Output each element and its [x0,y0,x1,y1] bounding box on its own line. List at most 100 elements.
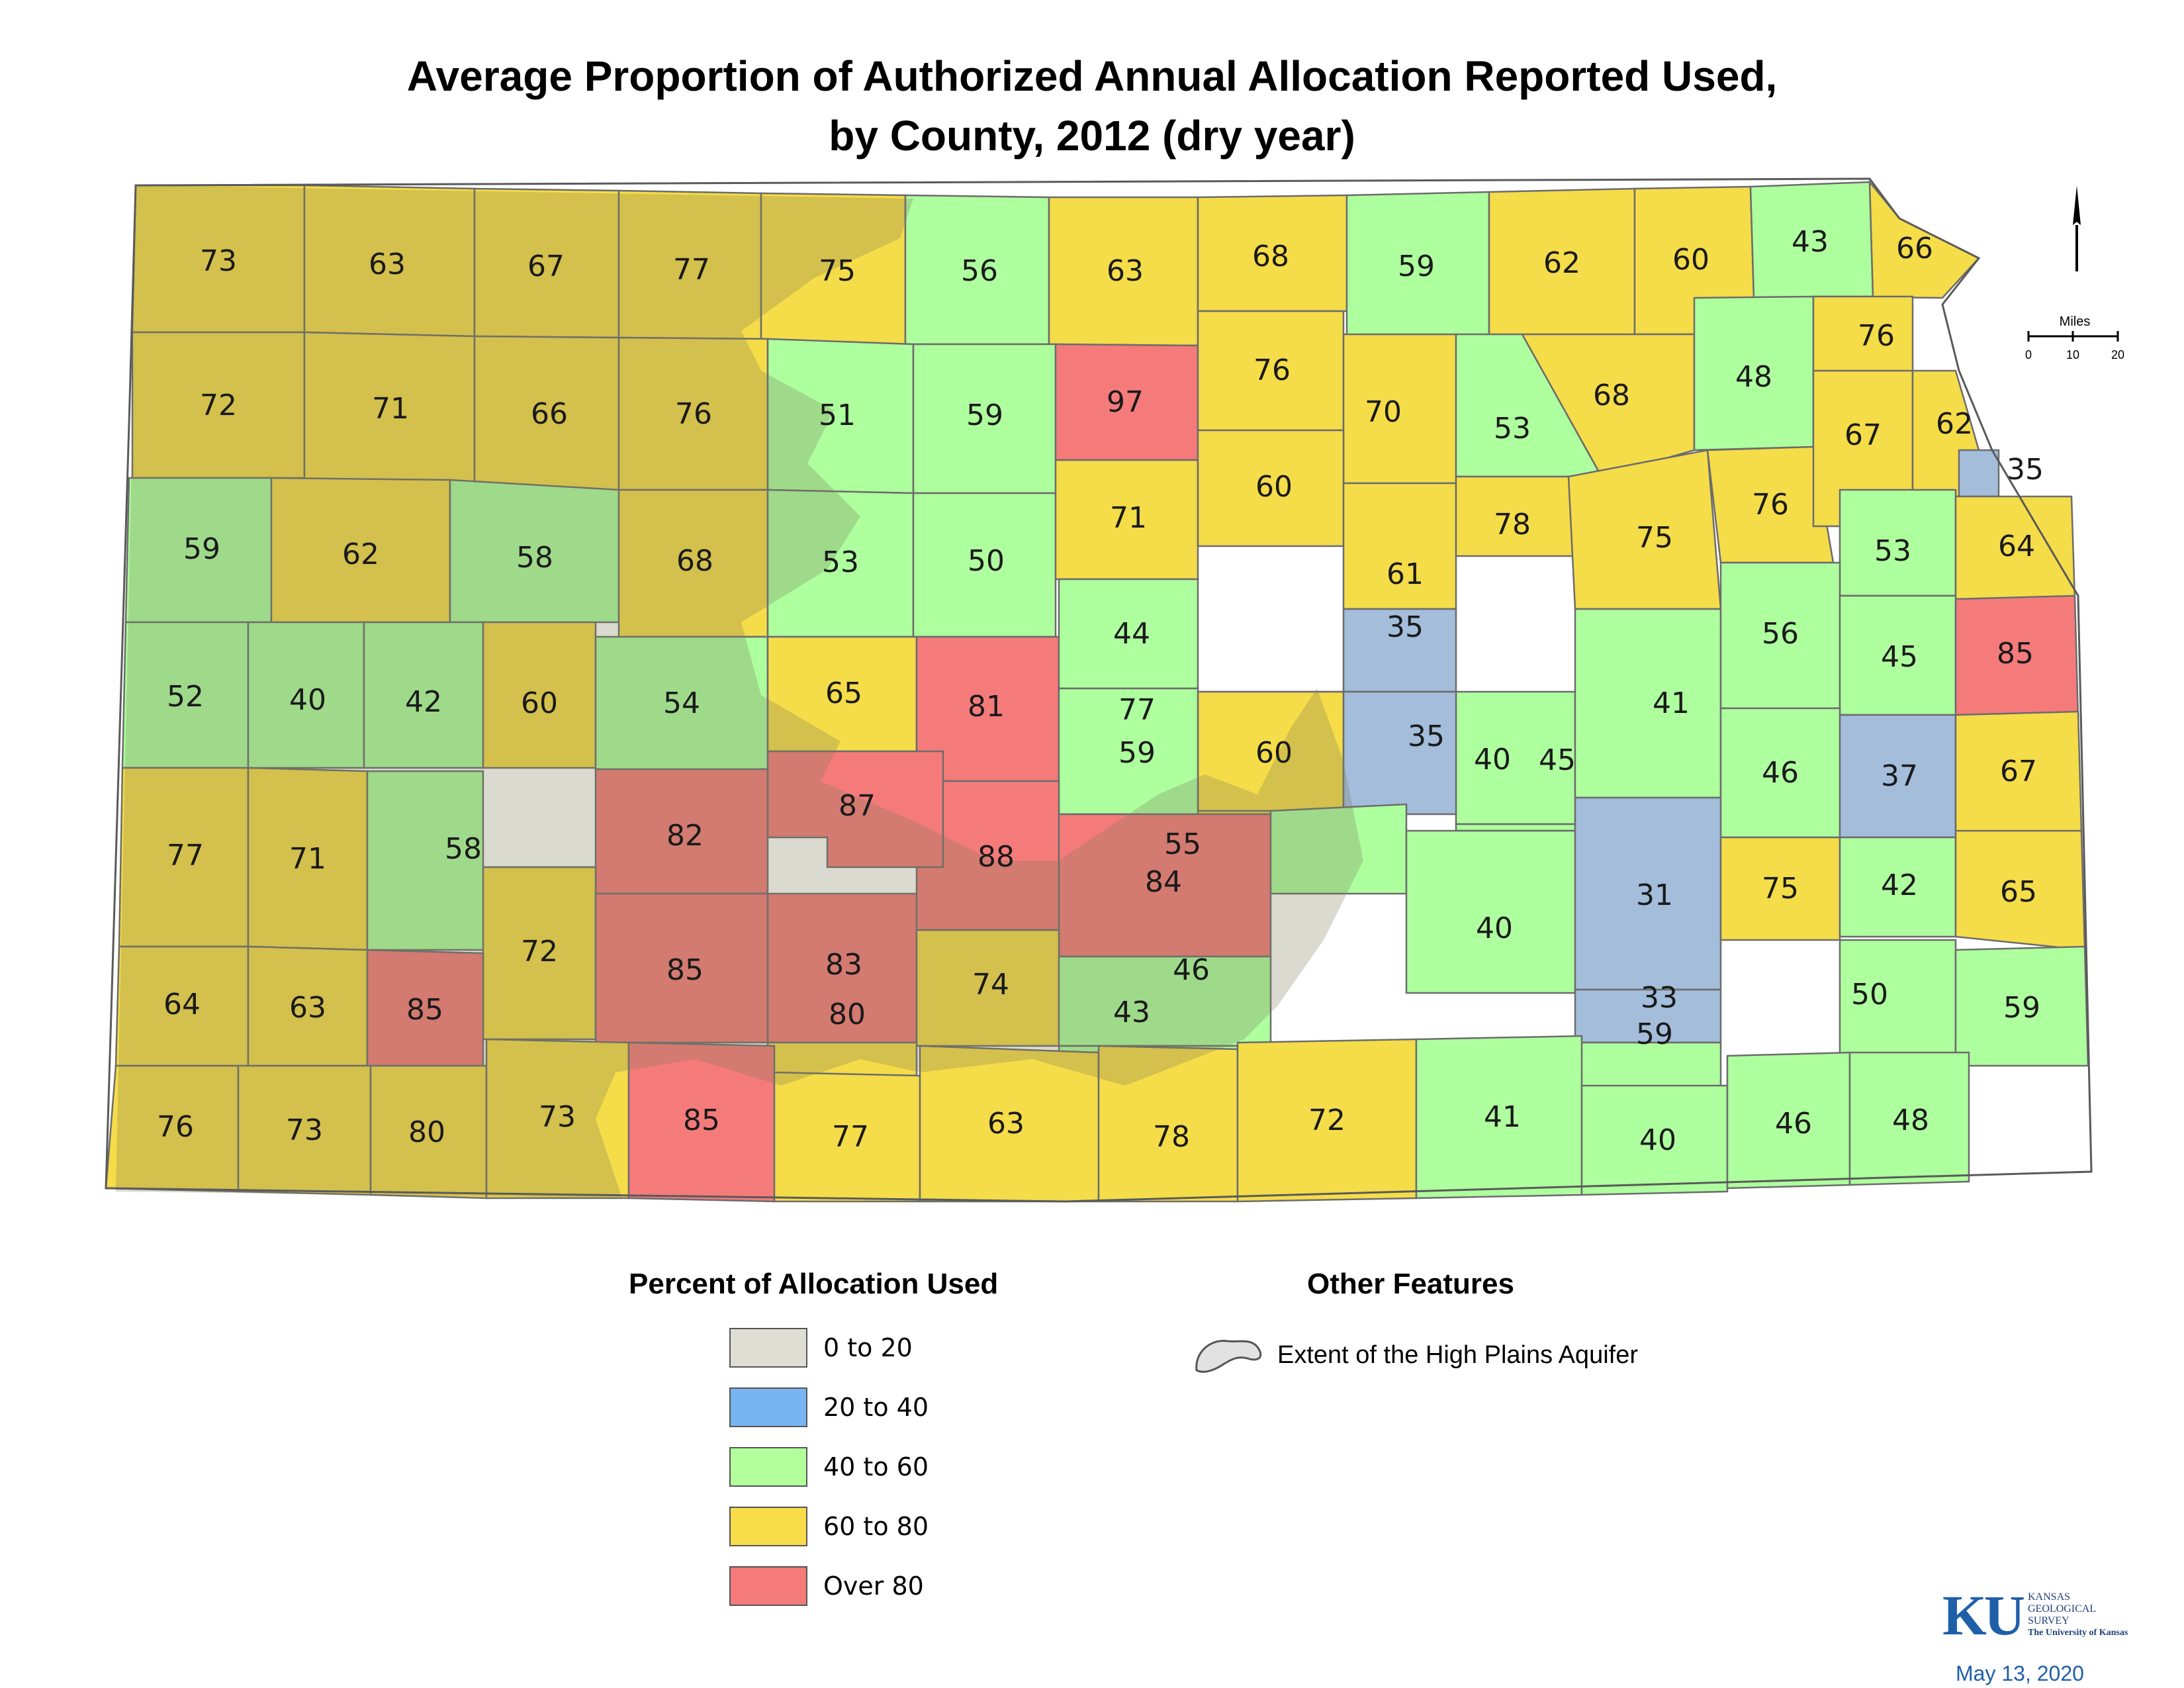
county-104 [1848,1051,1970,1186]
kgs-logo: KU KANSAS GEOLOGICAL SURVEY The Universi… [1942,1582,2128,1648]
aquifer-legend-item: Extent of the High Plains Aquifer [1191,1332,1638,1378]
county-value-label: 63 [1107,254,1144,288]
title-line-2: by County, 2012 (dry year) [829,112,1355,160]
legend-label-over-80: Over 80 [823,1571,924,1601]
county-value-label: 60 [1672,243,1709,277]
county-value-label: 48 [1892,1103,1929,1137]
other-features-title: Other Features [1307,1268,1514,1300]
county-value-label: 65 [2000,875,2037,909]
county-value-label: 40 [1476,912,1513,945]
kgs-wordmark: KANSAS GEOLOGICAL SURVEY The University … [2028,1591,2128,1639]
scale-label: Miles [2060,314,2091,329]
county-value-label: 75 [819,254,856,288]
ku-logo-letters: KU [1942,1583,2025,1647]
high-plains-aquifer-overlay [116,185,1363,1198]
county-value-label: 72 [200,389,237,422]
county-value-label: 50 [968,544,1005,578]
county-value-label: 58 [516,541,553,575]
county-value-label: 68 [1593,379,1630,412]
county-value-label: 82 [666,819,704,853]
county-102 [1580,1084,1729,1196]
county-value-label: 76 [1752,488,1789,522]
county-value-label: 85 [683,1103,720,1137]
county-value-label: 85 [1997,637,2034,671]
kgs-line-3: SURVEY [2028,1615,2070,1626]
county-value-label: 45 [1881,640,1918,674]
county-value-label: 46 [1762,756,1799,790]
north-arrow-icon [2070,185,2083,275]
county-value-label: 78 [1494,508,1531,541]
county-value-label: 43 [1113,996,1150,1029]
county-value-label: 59 [1398,250,1435,283]
aquifer-shape-icon [1195,1340,1262,1373]
map-date: May 13, 2020 [1956,1662,2084,1685]
county-value-label: 77 [673,253,710,287]
kgs-line-4: The University of Kansas [2028,1628,2128,1638]
county-value-label: 54 [663,686,700,720]
legend-swatch-20-40 [729,1387,807,1427]
county-value-label: 76 [157,1110,194,1144]
county-value-label: 62 [342,538,379,571]
county-value-label: 55 [1164,827,1201,861]
legend-label-40-60: 40 to 60 [823,1452,929,1481]
scale-tick-10: 10 [2066,348,2079,361]
county-value-label: 72 [1308,1103,1345,1137]
county-value-label: 64 [163,988,201,1021]
county-value-label: 42 [405,685,442,719]
legend-label-0-20: 0 to 20 [823,1333,913,1362]
scale-tick-0: 0 [2025,348,2032,361]
legend-label-60-80: 60 to 80 [823,1512,929,1541]
county-value-label: 37 [1881,759,1918,793]
county-value-label: 33 [1641,981,1678,1015]
legend-swatch-0-20 [729,1328,807,1368]
scale-tick-20: 20 [2111,348,2124,361]
county-polygons [105,179,2089,1203]
county-value-label: 67 [2000,755,2037,788]
county-value-label: 62 [1936,407,1973,441]
county-value-label: 70 [1365,395,1402,429]
county-value-label: 67 [1844,418,1882,452]
county-value-label: 73 [539,1100,576,1134]
county-value-label: 59 [1636,1017,1673,1051]
legend-swatch-60-80 [729,1507,807,1546]
county-value-label: 50 [1851,978,1888,1011]
county-value-label: 83 [825,948,862,982]
county-value-label: 67 [527,250,565,283]
county-value-label: 53 [1494,412,1531,445]
county-value-label: 87 [839,789,876,823]
county-value-label: 35 [2007,453,2044,487]
county-value-label: 59 [183,532,220,566]
map-title: Average Proportion of Authorized Annual … [0,46,2184,165]
county-value-label: 59 [2003,991,2040,1025]
aquifer-extent [116,185,1363,1198]
county-60 [1342,690,1457,816]
county-value-label: 56 [1762,617,1799,651]
county-value-label: 48 [1735,360,1772,394]
county-value-label: 73 [286,1113,323,1147]
county-value-label: 40 [1474,743,1511,776]
county-value-label: 74 [972,968,1009,1002]
county-value-label: 40 [1639,1123,1676,1157]
county-value-label: 72 [521,935,558,968]
county-value-label: 59 [1118,736,1156,770]
county-value-label: 60 [1255,736,1293,770]
county-value-label: 76 [1253,353,1291,387]
legend-item-over-80: Over 80 [729,1566,924,1607]
county-value-label: 58 [445,832,482,866]
county-value-label: 81 [968,690,1005,724]
county-value-label: 31 [1636,878,1673,912]
scale-bar: Miles 0 10 20 [2019,311,2131,371]
county-value-label: 77 [167,839,204,872]
county-value-label: 45 [1539,743,1576,777]
county-value-label: 51 [819,399,856,432]
county-value-label: 71 [372,392,409,426]
county-value-label: 66 [1896,232,1933,265]
county-value-label: 88 [978,840,1015,874]
county-value-label: 53 [1874,534,1911,568]
county-value-label: 43 [1792,225,1829,259]
county-value-label: 68 [1252,240,1289,273]
kgs-line-2: GEOLOGICAL [2028,1603,2097,1615]
legend-label-20-40: 20 to 40 [823,1393,929,1422]
legend-title: Percent of Allocation Used [629,1268,999,1300]
